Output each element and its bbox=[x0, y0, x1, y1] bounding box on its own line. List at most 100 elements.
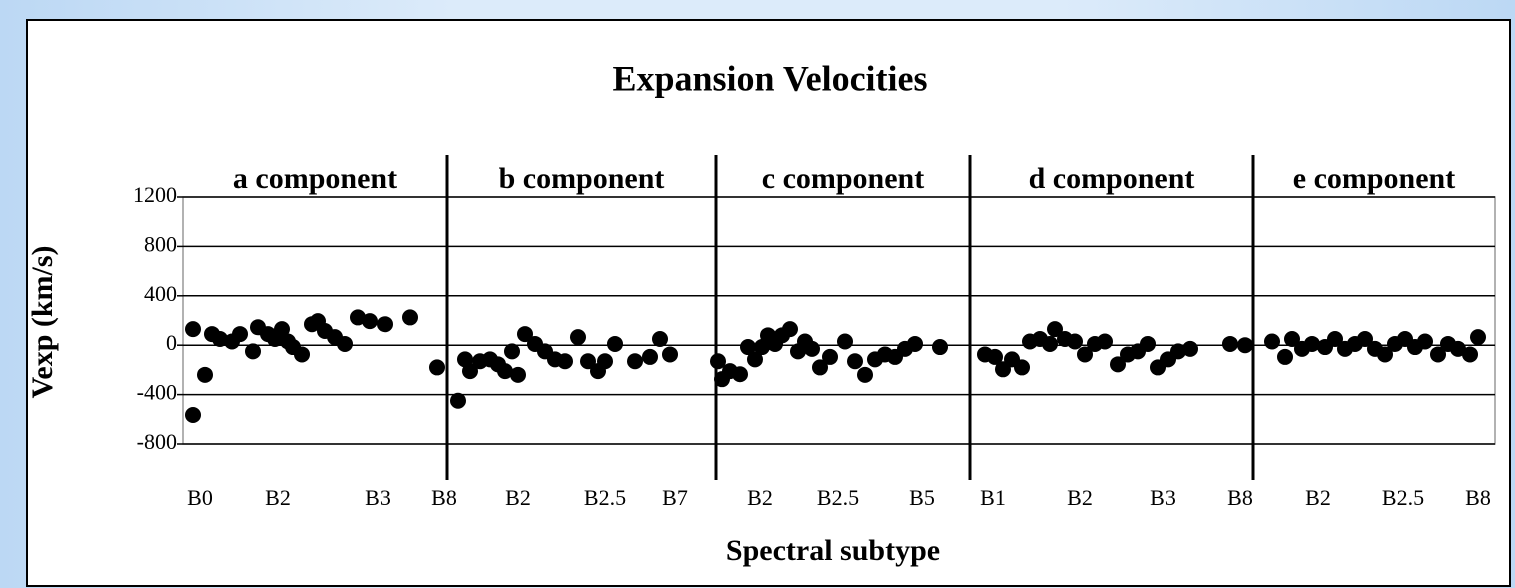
chart-title: Expansion Velocities bbox=[612, 58, 927, 98]
data-point bbox=[377, 316, 393, 333]
data-point bbox=[732, 366, 748, 383]
x-tick-label: B2 bbox=[1305, 485, 1331, 510]
data-point bbox=[497, 363, 513, 380]
data-point bbox=[580, 353, 596, 370]
y-tick-label: 400 bbox=[144, 281, 177, 306]
chart-panel bbox=[26, 19, 1511, 587]
data-point bbox=[607, 335, 623, 352]
data-point bbox=[1237, 337, 1253, 354]
x-tick-label: B0 bbox=[187, 485, 213, 510]
data-point bbox=[510, 366, 526, 383]
x-tick-label: B3 bbox=[365, 485, 391, 510]
data-point bbox=[597, 353, 613, 370]
x-tick-label: B2.5 bbox=[817, 485, 859, 510]
data-point bbox=[245, 343, 261, 360]
data-point bbox=[932, 339, 948, 356]
data-point bbox=[847, 353, 863, 370]
data-point bbox=[294, 346, 310, 363]
x-tick-label: B8 bbox=[1465, 485, 1491, 510]
data-point bbox=[652, 331, 668, 348]
y-tick-label: 1200 bbox=[133, 182, 177, 207]
data-point bbox=[782, 321, 798, 338]
data-point bbox=[1077, 346, 1093, 363]
y-tick-label: 0 bbox=[166, 330, 177, 355]
data-point bbox=[1264, 333, 1280, 350]
x-tick-label: B2.5 bbox=[584, 485, 626, 510]
data-point bbox=[337, 335, 353, 352]
data-point bbox=[1047, 321, 1063, 338]
y-tick-label: 800 bbox=[144, 231, 177, 256]
data-point bbox=[907, 335, 923, 352]
data-point bbox=[362, 313, 378, 330]
x-axis-title: Spectral subtype bbox=[726, 534, 940, 567]
data-point bbox=[350, 309, 366, 326]
data-point bbox=[740, 339, 756, 356]
x-tick-label: B5 bbox=[909, 485, 935, 510]
data-point bbox=[987, 348, 1003, 365]
data-point bbox=[1067, 333, 1083, 350]
data-point bbox=[627, 353, 643, 370]
x-tick-label: B1 bbox=[980, 485, 1006, 510]
data-point bbox=[804, 340, 820, 357]
component-label: e component bbox=[1293, 162, 1455, 195]
data-point bbox=[185, 321, 201, 338]
data-point bbox=[1462, 346, 1478, 363]
data-point bbox=[232, 326, 248, 343]
x-tick-label: B2 bbox=[265, 485, 291, 510]
x-tick-label: B2.5 bbox=[1382, 485, 1424, 510]
y-tick-label: -800 bbox=[137, 429, 177, 454]
data-point bbox=[1417, 333, 1433, 350]
data-point bbox=[857, 366, 873, 383]
data-point bbox=[1450, 340, 1466, 357]
data-point bbox=[402, 309, 418, 326]
data-point bbox=[1170, 343, 1186, 360]
data-point bbox=[504, 343, 520, 360]
data-point bbox=[462, 363, 478, 380]
data-point bbox=[197, 366, 213, 383]
x-tick-label: B8 bbox=[431, 485, 457, 510]
data-point bbox=[1110, 356, 1126, 373]
data-point bbox=[662, 346, 678, 363]
component-label: c component bbox=[762, 162, 924, 195]
data-point bbox=[185, 406, 201, 423]
data-point bbox=[1140, 335, 1156, 352]
component-label: d component bbox=[1029, 162, 1195, 195]
x-tick-label: B2 bbox=[1067, 485, 1093, 510]
data-point bbox=[1182, 340, 1198, 357]
data-point bbox=[747, 351, 763, 368]
data-point bbox=[837, 333, 853, 350]
data-point bbox=[212, 331, 228, 348]
data-point bbox=[274, 321, 290, 338]
data-point bbox=[1014, 359, 1030, 376]
data-point bbox=[1277, 348, 1293, 365]
data-point bbox=[1222, 335, 1238, 352]
data-point bbox=[1042, 335, 1058, 352]
data-point bbox=[1430, 346, 1446, 363]
x-tick-label: B2 bbox=[505, 485, 531, 510]
data-point bbox=[1470, 329, 1486, 346]
x-tick-label: B7 bbox=[662, 485, 688, 510]
y-axis-title: Vexp (km/s) bbox=[26, 245, 59, 398]
data-point bbox=[822, 348, 838, 365]
x-tick-label: B2 bbox=[747, 485, 773, 510]
x-tick-label: B3 bbox=[1150, 485, 1176, 510]
data-point bbox=[642, 348, 658, 365]
data-point bbox=[812, 359, 828, 376]
component-label: a component bbox=[233, 162, 397, 195]
data-point bbox=[1377, 346, 1393, 363]
data-point bbox=[450, 392, 466, 409]
data-point bbox=[570, 329, 586, 346]
y-tick-label: -400 bbox=[137, 380, 177, 405]
data-point bbox=[1327, 331, 1343, 348]
data-point bbox=[557, 353, 573, 370]
data-point bbox=[517, 326, 533, 343]
data-point bbox=[710, 353, 726, 370]
component-label: b component bbox=[499, 162, 665, 195]
data-point bbox=[1097, 333, 1113, 350]
x-tick-label: B8 bbox=[1227, 485, 1253, 510]
data-point bbox=[429, 359, 445, 376]
data-point bbox=[1284, 331, 1300, 348]
data-point bbox=[1357, 331, 1373, 348]
